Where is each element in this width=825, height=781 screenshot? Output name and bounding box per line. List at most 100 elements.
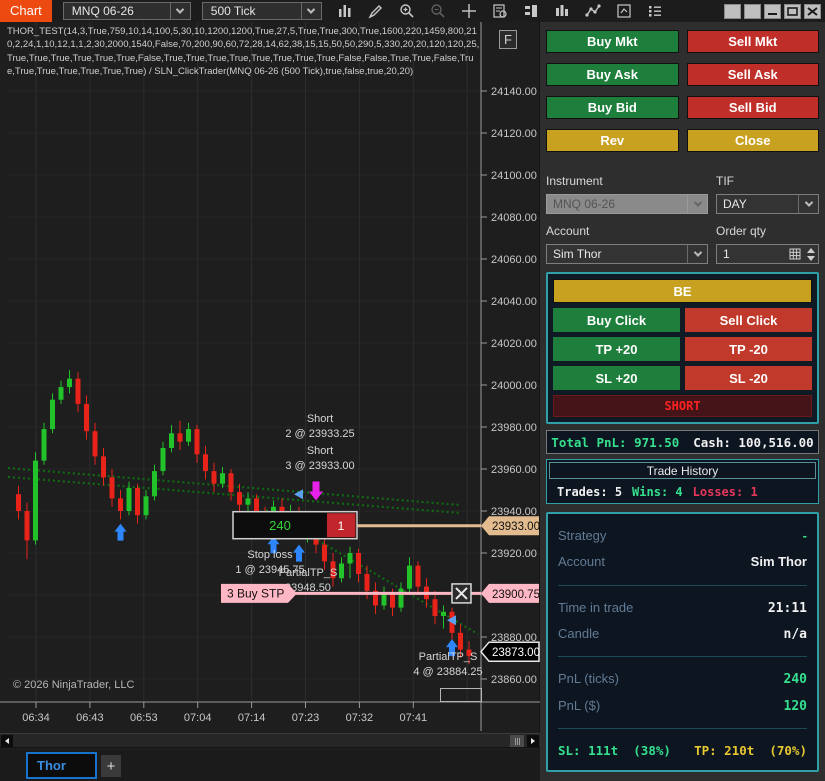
close-icon[interactable] bbox=[804, 3, 821, 19]
losses-label: Losses: bbox=[692, 485, 744, 499]
instrument-label: Instrument bbox=[546, 174, 603, 188]
instrument-dropdown[interactable]: MNQ 06-26 bbox=[62, 2, 191, 20]
strategy-label: Strategy bbox=[558, 528, 607, 543]
buy-bid-button[interactable]: Buy Bid bbox=[546, 96, 679, 119]
time-in-trade-label: Time in trade bbox=[558, 599, 634, 615]
list-icon[interactable] bbox=[646, 2, 664, 20]
account-select-value: Sim Thor bbox=[553, 247, 602, 261]
order-fields: Instrument TIF MNQ 06-26 DAY Account Ord bbox=[546, 174, 819, 264]
focus-button[interactable]: F bbox=[499, 30, 517, 49]
minimize-icon[interactable] bbox=[764, 3, 781, 19]
svg-text:23960.00: 23960.00 bbox=[491, 464, 537, 476]
trade-history: Trade History Trades: 5 Wins: 4 Losses: … bbox=[546, 459, 819, 504]
instrument-link-icon[interactable] bbox=[724, 3, 741, 19]
sell-ask-button[interactable]: Sell Ask bbox=[686, 63, 819, 86]
quantity-stepper[interactable]: 1 bbox=[716, 244, 819, 264]
svg-text:06:34: 06:34 bbox=[22, 712, 50, 724]
position-ticks-box[interactable]: 240 1 bbox=[232, 510, 358, 540]
chevron-down-icon bbox=[169, 3, 190, 19]
interval-dropdown[interactable]: 500 Tick bbox=[201, 2, 322, 20]
time-in-trade-value: 21:11 bbox=[767, 600, 807, 616]
panel-split-icon[interactable] bbox=[522, 2, 540, 20]
total-pnl-label: Total PnL: bbox=[551, 434, 627, 450]
close-position-button[interactable]: Close bbox=[686, 129, 819, 152]
maximize-icon[interactable] bbox=[784, 3, 801, 19]
svg-text:24020.00: 24020.00 bbox=[491, 338, 537, 350]
candle-label: Candle bbox=[558, 625, 600, 641]
tp-minus-button[interactable]: TP -20 bbox=[685, 337, 812, 361]
pnl-ticks-label: PnL (ticks) bbox=[558, 671, 619, 687]
buy-stop-tag[interactable]: 3 Buy STP bbox=[221, 583, 297, 603]
account-select[interactable]: Sim Thor bbox=[546, 244, 708, 264]
zoom-out-icon[interactable] bbox=[429, 2, 447, 20]
sell-mkt-button[interactable]: Sell Mkt bbox=[686, 30, 819, 53]
chart-annotation: Short 2 @ 23933.25 bbox=[285, 413, 354, 440]
add-tab-button[interactable]: + bbox=[101, 755, 121, 777]
scroll-left-icon[interactable] bbox=[1, 735, 13, 747]
sell-bid-button[interactable]: Sell Bid bbox=[686, 96, 819, 119]
data-box-icon[interactable] bbox=[491, 2, 509, 20]
trades-count: 5 bbox=[614, 485, 623, 499]
svg-text:07:14: 07:14 bbox=[238, 712, 266, 724]
svg-text:3 Buy STP: 3 Buy STP bbox=[227, 586, 284, 600]
zoom-in-icon[interactable] bbox=[398, 2, 416, 20]
breakeven-button[interactable]: BE bbox=[553, 279, 812, 303]
buy-mkt-button[interactable]: Buy Mkt bbox=[546, 30, 679, 53]
svg-text:24000.00: 24000.00 bbox=[491, 380, 537, 392]
click-trader-panel: BE Buy Click Sell Click TP +20 TP -20 SL… bbox=[546, 272, 819, 424]
sell-click-button[interactable]: Sell Click bbox=[685, 308, 812, 332]
copyright-text: © 2026 NinjaTrader, LLC bbox=[13, 679, 135, 691]
svg-text:23940.00: 23940.00 bbox=[491, 506, 537, 518]
candle-value: n/a bbox=[783, 626, 807, 642]
svg-text:24060.00: 24060.00 bbox=[491, 254, 537, 266]
trade-panel: Buy Mkt Sell Mkt Buy Ask Sell Ask Buy Bi… bbox=[540, 22, 825, 781]
qty-label: Order qty bbox=[716, 224, 767, 238]
interval-link-icon[interactable] bbox=[744, 3, 761, 19]
pencil-icon[interactable] bbox=[367, 2, 385, 20]
polyline-icon[interactable] bbox=[584, 2, 602, 20]
tab-chart[interactable]: Chart bbox=[0, 0, 52, 22]
reverse-button[interactable]: Rev bbox=[546, 129, 679, 152]
divider bbox=[558, 584, 807, 586]
account-info-value: Sim Thor bbox=[750, 554, 807, 570]
chevron-down-icon bbox=[798, 195, 818, 213]
sl-tp-footer: SL: 111t (38%) TP: 210t (70%) bbox=[558, 743, 807, 758]
chart-canvas[interactable]: 24140.00 24120.00 24100.00 24080.00 24060.00… bbox=[0, 22, 540, 731]
svg-text:24040.00: 24040.00 bbox=[491, 296, 537, 308]
chart-style-icon[interactable] bbox=[553, 2, 571, 20]
toolbar-icons bbox=[336, 2, 664, 20]
sl-minus-button[interactable]: SL -20 bbox=[685, 366, 812, 390]
total-pnl-value: 971.50 bbox=[634, 434, 680, 450]
svg-text:23860.00: 23860.00 bbox=[491, 674, 537, 686]
scrollbar-grip[interactable] bbox=[510, 735, 524, 747]
indicators-icon[interactable] bbox=[615, 2, 633, 20]
svg-text:07:41: 07:41 bbox=[400, 712, 428, 724]
buy-click-button[interactable]: Buy Click bbox=[553, 308, 680, 332]
chart-annotation: PartialTP_S 4 @ 23884.25 bbox=[413, 651, 482, 678]
trade-history-title: Trade History bbox=[549, 462, 816, 479]
window-controls bbox=[724, 3, 825, 19]
svg-text:24140.00: 24140.00 bbox=[491, 86, 537, 98]
svg-text:23920.00: 23920.00 bbox=[491, 548, 537, 560]
strategy-value: - bbox=[802, 528, 807, 543]
quantity-spinner[interactable] bbox=[804, 245, 818, 263]
tp-plus-button[interactable]: TP +20 bbox=[553, 337, 680, 361]
buy-ask-button[interactable]: Buy Ask bbox=[546, 63, 679, 86]
scroll-right-icon[interactable] bbox=[527, 735, 539, 747]
chevron-down-icon bbox=[687, 195, 707, 213]
chart-bars-icon[interactable] bbox=[336, 2, 354, 20]
cancel-order-button[interactable] bbox=[451, 583, 472, 604]
sl-plus-button[interactable]: SL +20 bbox=[553, 366, 680, 390]
svg-text:07:23: 07:23 bbox=[292, 712, 320, 724]
divider bbox=[558, 656, 807, 658]
instrument-select[interactable]: MNQ 06-26 bbox=[546, 194, 708, 214]
crosshair-icon[interactable] bbox=[460, 2, 478, 20]
tp-value: TP: 210t bbox=[694, 743, 755, 758]
tab-thor[interactable]: Thor bbox=[26, 752, 97, 779]
horizontal-scrollbar[interactable] bbox=[0, 733, 540, 748]
calculator-icon[interactable] bbox=[786, 248, 804, 260]
account-info-label: Account bbox=[558, 554, 605, 570]
wins-label: Wins: bbox=[632, 485, 669, 499]
tif-select[interactable]: DAY bbox=[716, 194, 819, 214]
sl-percent: (38%) bbox=[633, 743, 671, 758]
